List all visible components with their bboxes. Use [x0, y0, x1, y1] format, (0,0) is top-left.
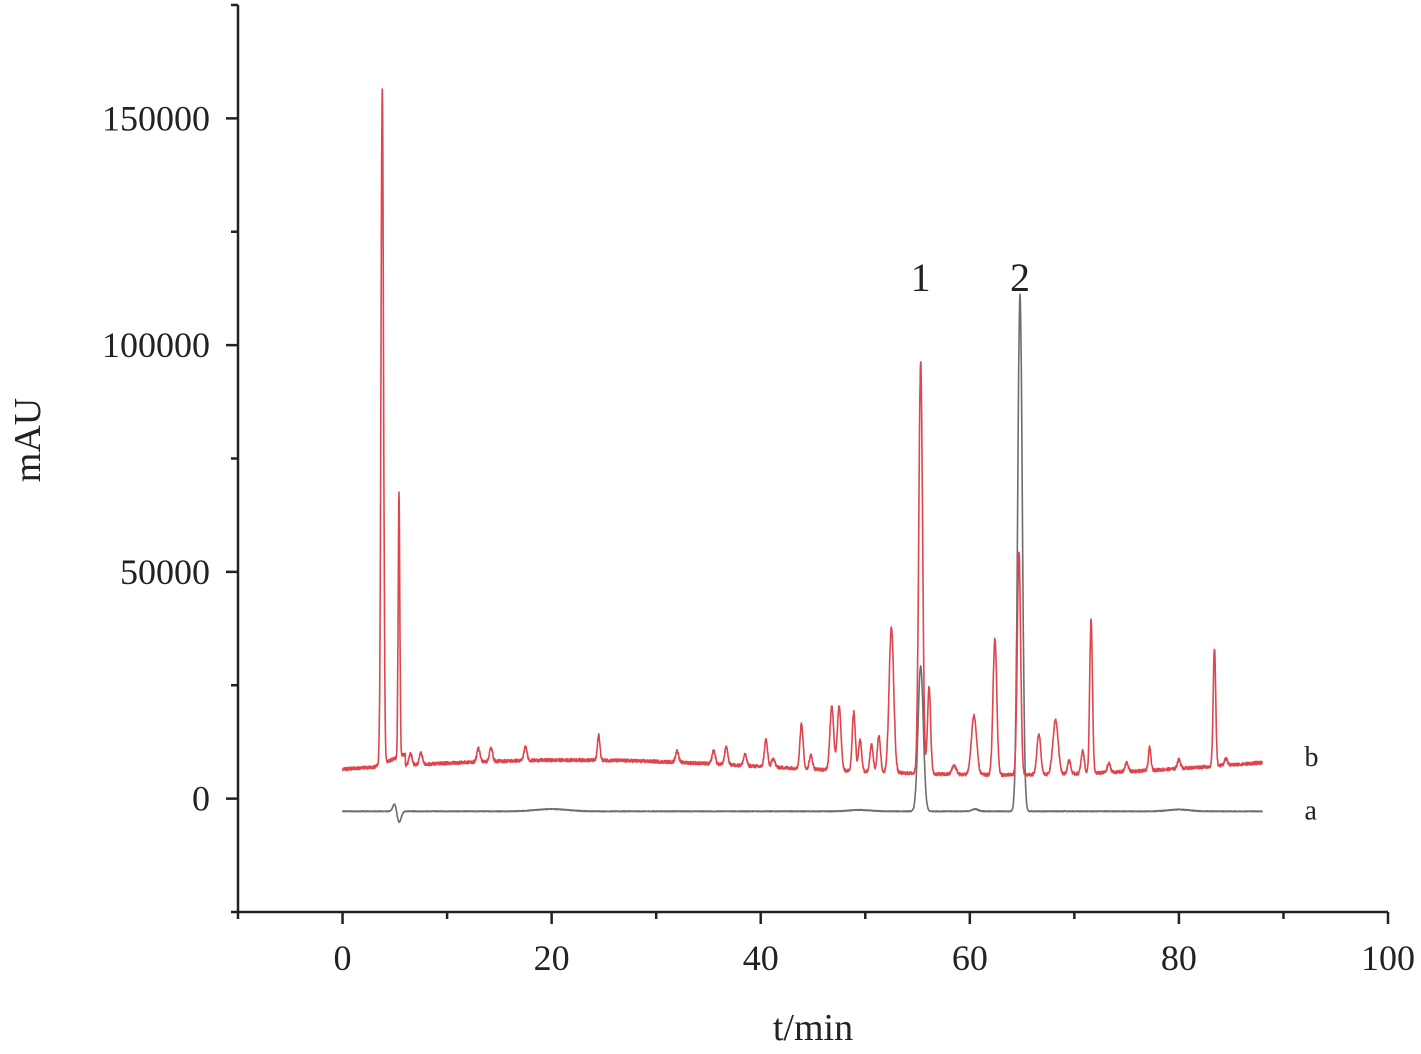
- x-tick-label: 40: [743, 938, 779, 978]
- series-a-label: a: [1305, 795, 1318, 826]
- y-tick-label: 100000: [102, 325, 210, 365]
- y-tick-label: 50000: [120, 552, 210, 592]
- x-tick-label: 100: [1361, 938, 1415, 978]
- peak-2-label: 2: [1010, 255, 1030, 300]
- x-tick-label: 80: [1161, 938, 1197, 978]
- series-b-line: [341, 88, 1264, 778]
- x-axis-title: t/min: [773, 1007, 853, 1049]
- series-b-label: b: [1305, 742, 1319, 773]
- y-axis-ticks: 0 50000 100000 150000: [102, 3, 238, 914]
- x-tick-label: 0: [334, 938, 352, 978]
- x-axis-ticks: 0 20 40 60 80 100: [236, 912, 1415, 978]
- peak-1-label: 1: [911, 255, 931, 300]
- x-tick-label: 20: [534, 938, 570, 978]
- x-tick-label: 60: [952, 938, 988, 978]
- y-axis-title: mAU: [7, 398, 49, 482]
- series-layer: ab: [341, 88, 1319, 826]
- y-tick-label: 0: [192, 779, 210, 819]
- series-a-line: [341, 293, 1264, 824]
- y-tick-label: 150000: [102, 98, 210, 138]
